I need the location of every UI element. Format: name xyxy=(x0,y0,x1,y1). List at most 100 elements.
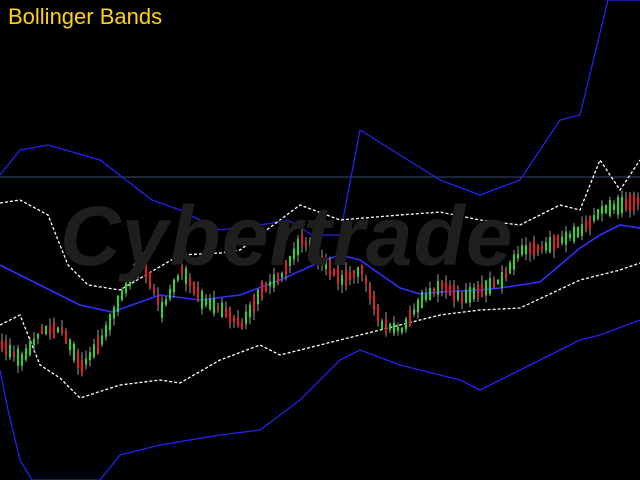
candle-up xyxy=(33,338,35,346)
candle-down xyxy=(377,305,379,323)
candle-up xyxy=(609,200,611,216)
candle-up xyxy=(521,245,523,255)
candle-up xyxy=(429,287,431,301)
candle-down xyxy=(49,325,51,335)
candle-up xyxy=(437,281,439,295)
candle-down xyxy=(241,321,243,329)
candle-up xyxy=(45,325,47,335)
candle-down xyxy=(305,241,307,247)
candle-down xyxy=(133,270,135,278)
candle-up xyxy=(29,340,31,356)
candle-down xyxy=(585,221,587,231)
candle-down xyxy=(385,319,387,333)
candle-up xyxy=(309,240,311,256)
candle-up xyxy=(397,326,399,332)
candle-up xyxy=(489,277,491,295)
candle-down xyxy=(337,267,339,285)
candle-down xyxy=(537,245,539,252)
candle-up xyxy=(497,279,499,285)
candle-down xyxy=(149,272,151,288)
candle-down xyxy=(533,240,535,257)
candle-down xyxy=(333,269,335,275)
candle-down xyxy=(225,308,227,318)
band-middle xyxy=(0,224,640,313)
candle-up xyxy=(593,214,595,222)
candle-down xyxy=(97,336,99,355)
candle-down xyxy=(461,292,463,304)
candle-down xyxy=(481,283,483,297)
candle-up xyxy=(161,301,163,319)
candle-up xyxy=(105,325,107,337)
candle-up xyxy=(57,327,59,333)
candle-up xyxy=(473,287,475,299)
candle-up xyxy=(169,288,171,300)
candle-up xyxy=(289,256,291,266)
candle-down xyxy=(477,284,479,299)
candle-down xyxy=(61,327,63,333)
candle-up xyxy=(89,352,91,361)
candle-up xyxy=(393,322,395,334)
chart-title: Bollinger Bands xyxy=(8,4,163,29)
candle-down xyxy=(373,295,375,311)
candle-up xyxy=(201,291,203,309)
candle-up xyxy=(165,299,167,305)
candle-up xyxy=(545,242,547,251)
candle-down xyxy=(589,215,591,229)
candle-down xyxy=(321,256,323,264)
candle-up xyxy=(257,289,259,305)
band-lower-outer xyxy=(0,319,640,480)
candle-up xyxy=(205,298,207,306)
candle-up xyxy=(293,248,295,260)
candle-down xyxy=(317,250,319,262)
candle-up xyxy=(269,281,271,287)
candle-up xyxy=(341,274,343,286)
candle-up xyxy=(121,289,123,301)
candle-up xyxy=(137,260,139,274)
candle-up xyxy=(517,253,519,259)
candle-up xyxy=(509,262,511,274)
candle-up xyxy=(569,233,571,239)
candle-up xyxy=(25,348,27,360)
candle-up xyxy=(417,299,419,313)
candle-down xyxy=(217,305,219,311)
candle-down xyxy=(369,285,371,299)
candle-down xyxy=(237,317,239,327)
candle-down xyxy=(193,281,195,295)
candle-down xyxy=(181,265,183,275)
candle-up xyxy=(9,344,11,358)
candle-up xyxy=(565,231,567,245)
candle-down xyxy=(625,198,627,210)
candle-down xyxy=(265,282,267,292)
candle-up xyxy=(185,268,187,284)
candle-down xyxy=(441,280,443,290)
candle-up xyxy=(93,344,95,358)
candle-down xyxy=(53,321,55,339)
candle-up xyxy=(173,279,175,293)
candle-up xyxy=(605,205,607,213)
candle-up xyxy=(421,291,423,309)
candle-up xyxy=(513,254,515,270)
candle-up xyxy=(125,282,127,294)
candle-up xyxy=(573,226,575,242)
candle-down xyxy=(353,270,355,278)
candle-down xyxy=(277,272,279,284)
candle-up xyxy=(405,318,407,330)
candle-down xyxy=(505,269,507,279)
candle-up xyxy=(413,309,415,315)
candle-up xyxy=(249,304,251,318)
candle-up xyxy=(109,313,111,331)
candle-down xyxy=(493,280,495,288)
candle-up xyxy=(69,339,71,351)
candle-up xyxy=(389,324,391,330)
candle-down xyxy=(449,285,451,296)
candle-down xyxy=(141,253,143,267)
candle-up xyxy=(221,302,223,318)
candle-up xyxy=(85,358,87,365)
candle-up xyxy=(549,237,551,253)
candle-up xyxy=(465,289,467,303)
candle-up xyxy=(577,226,579,238)
band-upper-inner xyxy=(0,158,640,291)
band-upper-outer xyxy=(0,0,640,236)
candle-down xyxy=(365,277,367,285)
